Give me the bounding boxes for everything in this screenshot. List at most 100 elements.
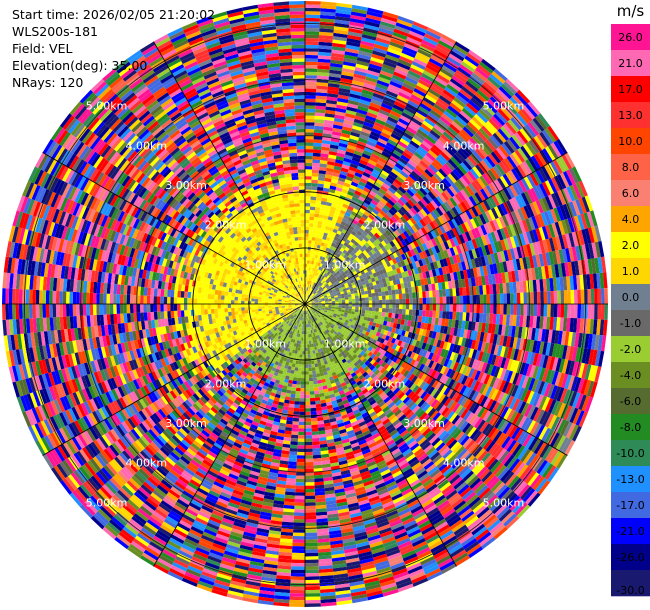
- velocity-gate: [459, 287, 463, 296]
- velocity-gate: [358, 162, 367, 169]
- velocity-gate: [382, 63, 396, 72]
- velocity-gate: [445, 161, 456, 172]
- velocity-gate: [449, 123, 461, 134]
- velocity-gate: [369, 190, 377, 197]
- velocity-gate: [305, 290, 307, 294]
- velocity-gate: [409, 156, 420, 166]
- velocity-gate: [387, 227, 394, 235]
- velocity-gate: [309, 213, 315, 217]
- velocity-gate: [393, 213, 401, 221]
- velocity-gate: [360, 233, 366, 239]
- velocity-gate: [396, 121, 408, 130]
- velocity-gate: [341, 278, 346, 283]
- velocity-gate: [391, 74, 405, 83]
- velocity-gate: [342, 122, 353, 129]
- velocity-gate: [349, 93, 361, 100]
- velocity-gate: [391, 289, 396, 295]
- velocity-gate: [324, 240, 330, 245]
- velocity-gate: [468, 99, 481, 112]
- velocity-gate: [409, 67, 423, 76]
- velocity-gate: [409, 234, 416, 242]
- velocity-gate: [312, 156, 321, 160]
- velocity-gate: [372, 196, 381, 204]
- velocity-gate: [307, 287, 309, 291]
- velocity-gate: [305, 189, 311, 194]
- velocity-gate: [433, 158, 444, 169]
- velocity-gate: [375, 300, 380, 304]
- velocity-gate: [488, 183, 498, 195]
- velocity-gate: [318, 45, 333, 50]
- velocity-gate: [343, 259, 348, 264]
- velocity-gate: [372, 300, 376, 304]
- velocity-gate: [351, 296, 356, 300]
- velocity-gate: [361, 37, 376, 44]
- velocity-gate: [481, 58, 496, 72]
- velocity-gate: [594, 304, 598, 320]
- velocity-gate: [378, 307, 383, 313]
- velocity-gate: [319, 278, 323, 283]
- velocity-gate: [389, 136, 400, 144]
- velocity-gate: [310, 193, 317, 197]
- velocity-gate: [336, 204, 343, 210]
- velocity-gate: [451, 206, 460, 217]
- velocity-gate: [522, 105, 536, 120]
- velocity-gate: [381, 102, 393, 111]
- velocity-gate: [379, 154, 390, 162]
- velocity-gate: [352, 125, 363, 132]
- velocity-gate: [402, 167, 411, 176]
- velocity-gate: [443, 163, 453, 174]
- velocity-gate: [325, 106, 337, 112]
- velocity-gate: [350, 131, 361, 138]
- velocity-gate: [313, 142, 322, 147]
- velocity-gate: [553, 304, 558, 318]
- velocity-gate: [310, 274, 313, 278]
- velocity-gate: [309, 274, 312, 278]
- velocity-gate: [360, 131, 371, 138]
- velocity-gate: [512, 94, 526, 108]
- velocity-gate: [305, 182, 312, 187]
- velocity-gate: [340, 136, 350, 142]
- velocity-gate: [402, 213, 410, 222]
- velocity-gate: [514, 149, 526, 163]
- velocity-gate: [320, 153, 329, 158]
- velocity-gate: [475, 164, 485, 176]
- velocity-gate: [354, 172, 363, 178]
- velocity-gate: [366, 216, 373, 223]
- velocity-gate: [350, 261, 355, 266]
- velocity-gate: [408, 309, 413, 316]
- velocity-gate: [318, 38, 333, 43]
- velocity-gate: [444, 146, 455, 157]
- velocity-gate: [378, 295, 383, 301]
- velocity-gate: [426, 27, 443, 37]
- velocity-gate: [319, 160, 328, 165]
- velocity-gate: [349, 184, 357, 191]
- velocity-gate: [333, 165, 342, 171]
- velocity-gate: [334, 19, 350, 25]
- velocity-gate: [370, 314, 375, 319]
- velocity-gate: [305, 176, 312, 180]
- velocity-gate: [390, 184, 399, 192]
- velocity-gate: [307, 298, 310, 302]
- velocity-gate: [368, 222, 375, 229]
- velocity-gate: [537, 113, 551, 128]
- velocity-gate: [321, 280, 326, 284]
- velocity-gate: [389, 247, 396, 254]
- velocity-gate: [362, 244, 368, 250]
- velocity-gate: [334, 260, 339, 265]
- velocity-gate: [344, 51, 359, 57]
- velocity-gate: [427, 61, 442, 71]
- velocity-gate: [353, 205, 361, 211]
- velocity-gate: [314, 283, 317, 287]
- velocity-gate: [397, 58, 412, 68]
- velocity-gate: [443, 189, 453, 200]
- velocity-gate: [382, 182, 391, 190]
- velocity-gate: [352, 76, 366, 83]
- velocity-gate: [305, 216, 310, 220]
- velocity-gate: [431, 175, 441, 185]
- velocity-gate: [391, 194, 400, 202]
- velocity-gate: [476, 130, 488, 142]
- velocity-gate: [363, 236, 370, 243]
- velocity-gate: [495, 111, 508, 124]
- velocity-gate: [438, 311, 443, 319]
- velocity-gate: [310, 281, 313, 285]
